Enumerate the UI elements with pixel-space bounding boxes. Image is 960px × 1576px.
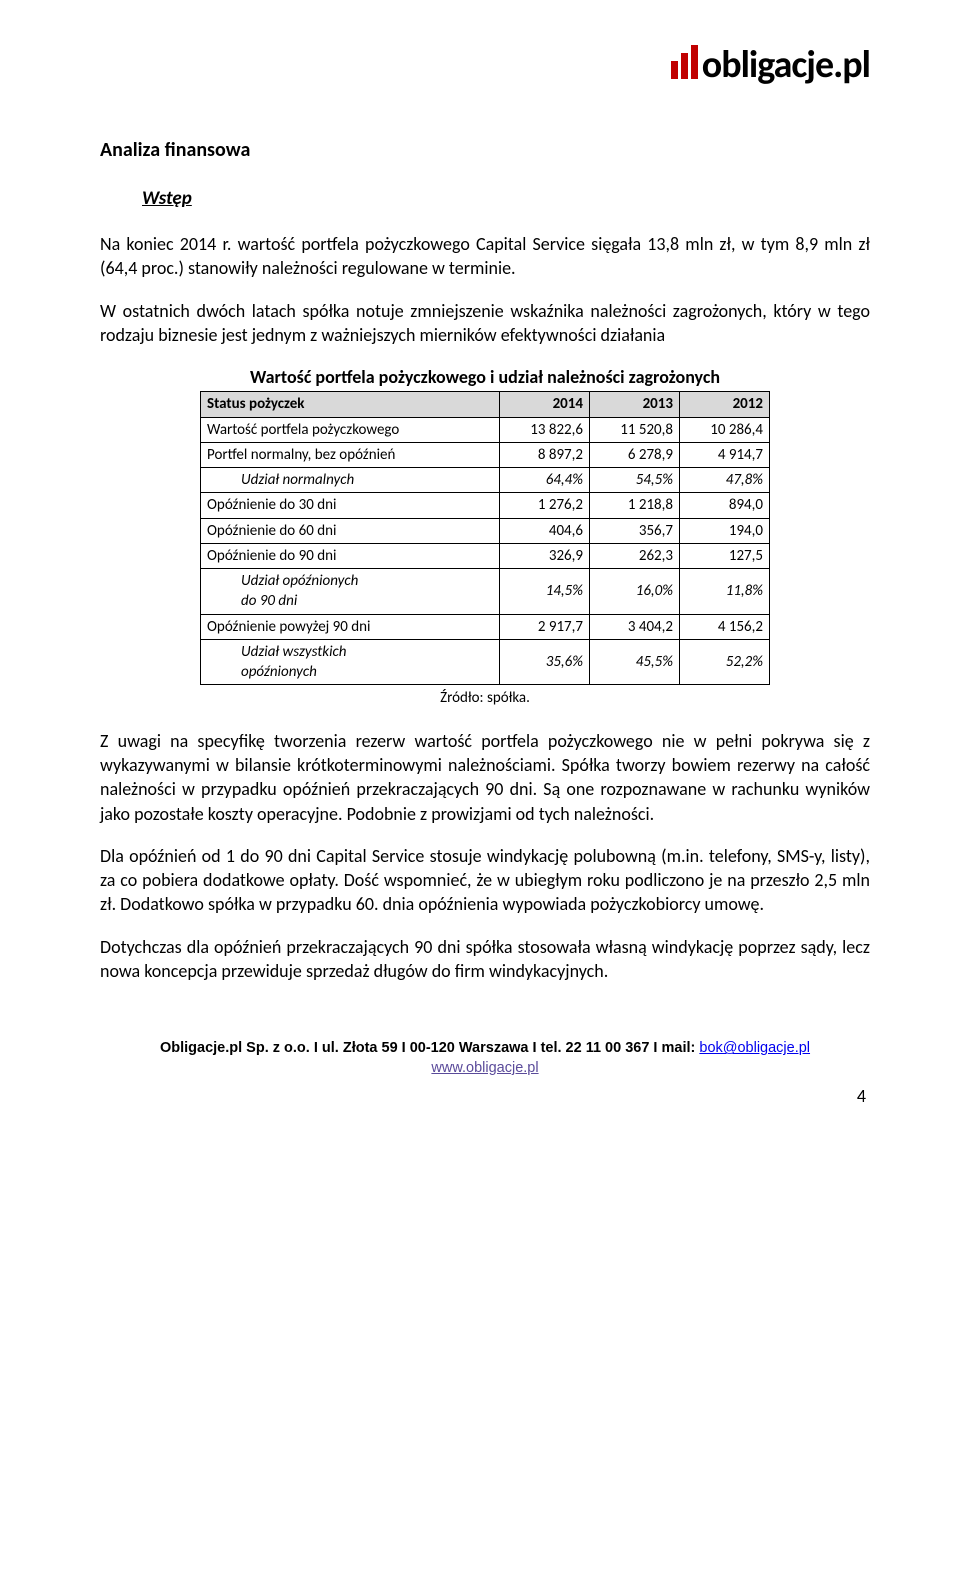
paragraph-5: Dotychczas dla opóźnień przekraczających…	[100, 935, 870, 984]
footer-line-1: Obligacje.pl Sp. z o.o. I ul. Złota 59 I…	[100, 1039, 870, 1059]
table-cell-value: 64,4%	[500, 468, 590, 493]
table-cell-value: 16,0%	[590, 569, 680, 615]
table-cell-value: 4 156,2	[680, 614, 770, 639]
table-cell-value: 326,9	[500, 543, 590, 568]
table-cell-value: 11 520,8	[590, 417, 680, 442]
table-cell-value: 3 404,2	[590, 614, 680, 639]
table-cell-value: 35,6%	[500, 639, 590, 685]
table-header-label: Status pożyczek	[201, 392, 500, 417]
table-row: Opóźnienie do 60 dni404,6356,7194,0	[201, 518, 770, 543]
table-cell-value: 11,8%	[680, 569, 770, 615]
table-cell-value: 14,5%	[500, 569, 590, 615]
logo: obligacje.pl	[100, 40, 870, 91]
footer-site-link[interactable]: www.obligacje.pl	[431, 1060, 538, 1076]
footer-text: Obligacje.pl Sp. z o.o. I ul. Złota 59 I…	[160, 1040, 699, 1056]
table-row: Portfel normalny, bez opóźnień8 897,26 2…	[201, 442, 770, 467]
paragraph-1: Na koniec 2014 r. wartość portfela pożyc…	[100, 232, 870, 281]
table-cell-value: 127,5	[680, 543, 770, 568]
table-header-year-2: 2012	[680, 392, 770, 417]
table-cell-value: 45,5%	[590, 639, 680, 685]
table-cell-value: 13 822,6	[500, 417, 590, 442]
table-cell-value: 8 897,2	[500, 442, 590, 467]
logo-text: obligacje.pl	[671, 40, 870, 91]
page-number: 4	[100, 1084, 870, 1108]
table-cell-value: 894,0	[680, 493, 770, 518]
paragraph-2: W ostatnich dwóch latach spółka notuje z…	[100, 299, 870, 348]
table-cell-label: Opóźnienie do 60 dni	[201, 518, 500, 543]
table-cell-value: 1 276,2	[500, 493, 590, 518]
table-header-year-1: 2013	[590, 392, 680, 417]
table-row: Opóźnienie do 90 dni326,9262,3127,5	[201, 543, 770, 568]
paragraph-4: Dla opóźnień od 1 do 90 dni Capital Serv…	[100, 844, 870, 917]
logo-label: obligacje.pl	[702, 40, 870, 91]
table-row: Udział normalnych64,4%54,5%47,8%	[201, 468, 770, 493]
paragraph-3: Z uwagi na specyfikę tworzenia rezerw wa…	[100, 729, 870, 826]
table-cell-label: Opóźnienie do 90 dni	[201, 543, 500, 568]
table-cell-value: 1 218,8	[590, 493, 680, 518]
page-title: Analiza finansowa	[100, 137, 870, 164]
table-cell-value: 262,3	[590, 543, 680, 568]
table-cell-label: Udział normalnych	[201, 468, 500, 493]
table-cell-label: Opóźnienie powyżej 90 dni	[201, 614, 500, 639]
table-header-row: Status pożyczek 2014 2013 2012	[201, 392, 770, 417]
table-cell-value: 2 917,7	[500, 614, 590, 639]
table-cell-value: 6 278,9	[590, 442, 680, 467]
table-cell-value: 47,8%	[680, 468, 770, 493]
portfolio-table: Status pożyczek 2014 2013 2012 Wartość p…	[200, 391, 770, 685]
table-cell-label: Opóźnienie do 30 dni	[201, 493, 500, 518]
table-row: Wartość portfela pożyczkowego13 822,611 …	[201, 417, 770, 442]
table-cell-label: Wartość portfela pożyczkowego	[201, 417, 500, 442]
logo-bars-icon	[671, 45, 698, 79]
section-subheading: Wstęp	[142, 186, 870, 212]
table-row: Opóźnienie powyżej 90 dni2 917,73 404,24…	[201, 614, 770, 639]
table-cell-value: 52,2%	[680, 639, 770, 685]
table-row: Udział wszystkichopóźnionych35,6%45,5%52…	[201, 639, 770, 685]
table-row: Udział opóźnionychdo 90 dni14,5%16,0%11,…	[201, 569, 770, 615]
table-cell-label: Portfel normalny, bez opóźnień	[201, 442, 500, 467]
table-cell-label: Udział opóźnionychdo 90 dni	[201, 569, 500, 615]
table-source: Źródło: spółka.	[100, 688, 870, 708]
footer-mail-link[interactable]: bok@obligacje.pl	[699, 1040, 810, 1056]
table-cell-value: 404,6	[500, 518, 590, 543]
table-header-year-0: 2014	[500, 392, 590, 417]
table-cell-value: 10 286,4	[680, 417, 770, 442]
table-cell-label: Udział wszystkichopóźnionych	[201, 639, 500, 685]
table-row: Opóźnienie do 30 dni1 276,21 218,8894,0	[201, 493, 770, 518]
table-cell-value: 54,5%	[590, 468, 680, 493]
footer-line-2: www.obligacje.pl	[100, 1059, 870, 1079]
page-footer: Obligacje.pl Sp. z o.o. I ul. Złota 59 I…	[100, 1039, 870, 1078]
table-cell-value: 194,0	[680, 518, 770, 543]
table-cell-value: 4 914,7	[680, 442, 770, 467]
table-cell-value: 356,7	[590, 518, 680, 543]
table-title: Wartość portfela pożyczkowego i udział n…	[100, 365, 870, 389]
